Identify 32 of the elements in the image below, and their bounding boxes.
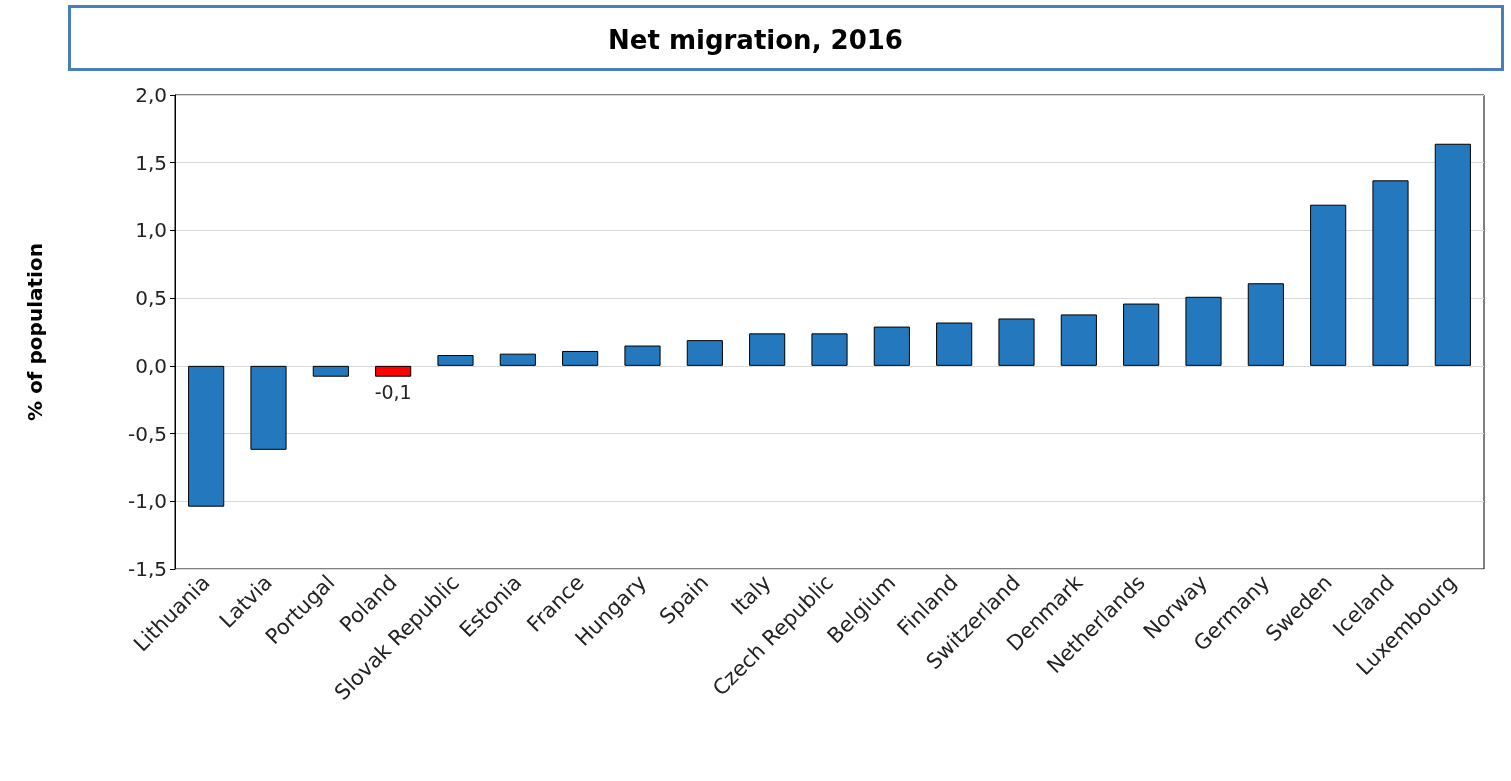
bar (1434, 143, 1471, 366)
y-tick-label: 1,0 (135, 218, 167, 243)
bar (998, 318, 1035, 366)
y-tick-label: -0,5 (127, 421, 167, 446)
bar (749, 333, 786, 366)
y-tick-label: 0,0 (135, 353, 167, 378)
y-tick-label: 0,5 (135, 286, 167, 311)
bar (1310, 204, 1347, 366)
y-tick-label: -1,5 (127, 557, 167, 581)
bar (437, 355, 474, 366)
bar (312, 365, 349, 377)
y-tick-label: 1,5 (135, 150, 167, 175)
bar (624, 345, 661, 366)
chart-title: Net migration, 2016 (608, 25, 903, 55)
bar (499, 353, 536, 366)
bar (188, 365, 225, 507)
bar (375, 365, 412, 377)
bar (936, 322, 973, 366)
bar (1372, 180, 1409, 366)
data-label: -0,1 (374, 381, 412, 404)
bar (1185, 296, 1222, 366)
y-axis-title: % of population (23, 243, 47, 421)
bar (1247, 283, 1284, 366)
bar (1060, 314, 1097, 366)
bar (873, 326, 910, 366)
bar (562, 350, 599, 366)
bar (686, 340, 723, 366)
bar (250, 365, 287, 450)
y-tick-label: 2,0 (135, 83, 167, 107)
bar (1123, 303, 1160, 366)
y-tick-label: -1,0 (127, 489, 167, 514)
bar (811, 333, 848, 366)
